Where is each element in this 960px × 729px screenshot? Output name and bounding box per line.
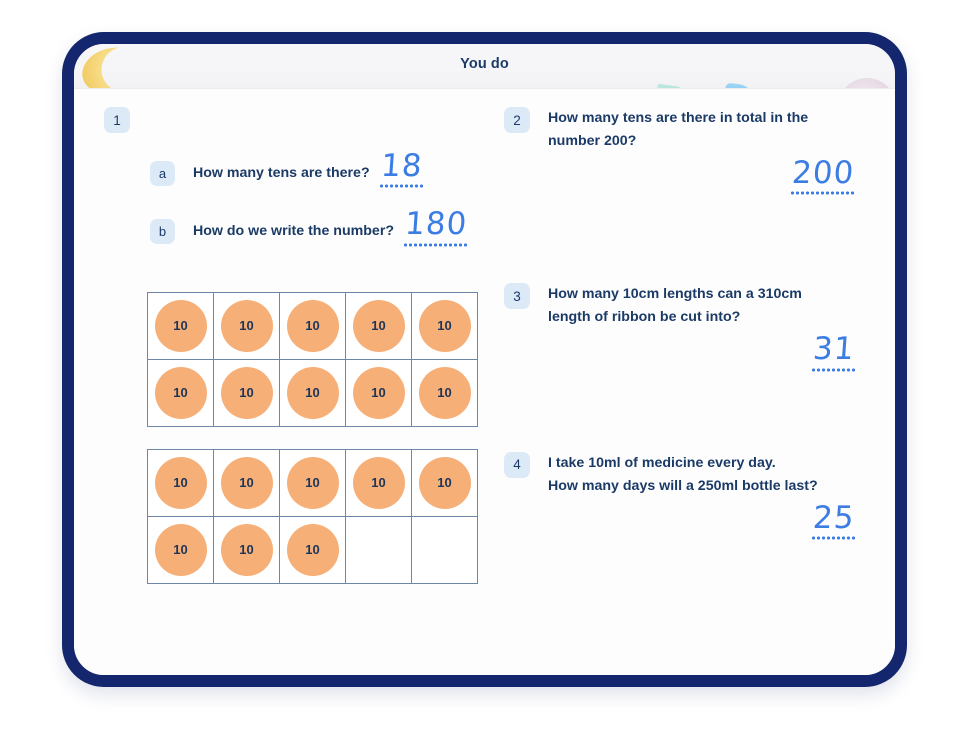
question-number-badge-2: 2 <box>504 107 530 133</box>
question-1b: b How do we write the number? 180 <box>150 206 524 249</box>
question-1b-text: How do we write the number? <box>193 223 395 240</box>
ten-counter: 10 <box>418 366 471 419</box>
question-2: 2 How many tens are there in total in th… <box>504 107 894 196</box>
ten-frame-cell-filled: 10 <box>345 358 412 427</box>
ten-frame-cell-empty <box>411 515 478 584</box>
ten-frame-cell-filled: 10 <box>147 358 214 427</box>
question-number-badge-4: 4 <box>504 451 530 478</box>
answer-1a-value: 18 <box>379 148 424 184</box>
ten-frame-cell-filled: 10 <box>411 448 478 517</box>
question-3-line-1: How many 10cm lengths can a 310cm <box>548 286 802 303</box>
header-band: You do <box>74 44 895 89</box>
ten-frame-cell-filled: 10 <box>279 515 346 584</box>
answer-field-3[interactable]: 31 <box>810 331 856 372</box>
ten-counter: 10 <box>154 366 207 419</box>
ten-frame-cell-filled: 10 <box>213 448 280 517</box>
ten-frame-cell-filled: 10 <box>411 291 478 360</box>
answer-field-2[interactable]: 200 <box>789 155 856 196</box>
ten-frame-cell-filled: 10 <box>147 515 214 584</box>
ten-frame-cell-filled: 10 <box>345 291 412 360</box>
question-3: 3 How many 10cm lengths can a 310cm leng… <box>504 283 894 372</box>
ten-frame-cell-filled: 10 <box>345 448 412 517</box>
ten-frame-cell-filled: 10 <box>279 448 346 517</box>
ten-frame-cell-filled: 10 <box>213 291 280 360</box>
question-4: 4 I take 10ml of medicine every day. How… <box>504 451 894 541</box>
ten-counter: 10 <box>286 366 339 419</box>
ten-counter: 10 <box>352 456 405 509</box>
answer-1b-value: 180 <box>403 206 469 243</box>
ten-frame-one: 10 10 10 10 10 10 10 10 10 10 <box>147 291 478 427</box>
answer-dotted-line <box>810 367 856 372</box>
ten-counter: 10 <box>286 523 339 576</box>
answer-dotted-line <box>789 191 856 196</box>
ten-counter: 10 <box>220 523 273 576</box>
ten-frame-row: 10 10 10 10 10 <box>147 448 478 517</box>
ten-counter: 10 <box>286 456 339 509</box>
answer-2-value: 200 <box>790 155 856 191</box>
ten-counter: 10 <box>418 299 471 352</box>
question-2-line-1: How many tens are there in total in the <box>548 110 809 126</box>
question-3-line-2: length of ribbon be cut into? <box>548 309 741 326</box>
ten-frame-cell-filled: 10 <box>279 358 346 427</box>
pink-dome-icon <box>838 78 895 88</box>
ten-counter: 10 <box>154 456 207 509</box>
ten-counter: 10 <box>154 523 207 576</box>
question-2-line-2: number 200? <box>548 133 637 149</box>
question-part-badge-a: a <box>150 160 175 186</box>
question-1a: a How many tens are there? 18 <box>150 148 524 191</box>
ten-frame-one-wrapper: 10 10 10 10 10 10 10 10 10 10 <box>104 291 524 427</box>
question-number-badge-3: 3 <box>504 283 530 310</box>
ten-counter: 10 <box>418 456 471 509</box>
ten-frame-two: 10 10 10 10 10 10 10 10 <box>147 448 478 584</box>
ten-counter: 10 <box>220 456 273 509</box>
question-4-line-2: How many days will a 250ml bottle last? <box>548 477 818 494</box>
ten-counter: 10 <box>154 299 207 352</box>
ten-frame-cell-filled: 10 <box>213 358 280 427</box>
answer-field-1a[interactable]: 18 <box>378 148 425 189</box>
ten-frame-cell-filled: 10 <box>279 291 346 360</box>
ten-frame-row: 10 10 10 10 10 <box>147 358 478 427</box>
right-column: 2 How many tens are there in total in th… <box>504 107 894 541</box>
answer-dotted-line <box>810 536 856 541</box>
tablet-frame: You do 1 a How many tens are there? 18 b… <box>62 32 907 687</box>
ten-counter: 10 <box>220 366 273 419</box>
ten-counter: 10 <box>286 299 339 352</box>
ten-frame-cell-empty <box>345 515 412 584</box>
answer-dotted-line <box>378 184 425 189</box>
ten-frame-cell-filled: 10 <box>411 358 478 427</box>
question-1a-text: How many tens are there? <box>193 164 370 181</box>
worksheet-body: 1 a How many tens are there? 18 b How do… <box>74 89 895 675</box>
question-1: 1 <box>104 107 524 133</box>
answer-field-4[interactable]: 25 <box>810 499 856 541</box>
ten-counter: 10 <box>352 299 405 352</box>
page-title: You do <box>460 56 509 72</box>
ten-frame-two-wrapper: 10 10 10 10 10 10 10 10 <box>104 448 524 584</box>
question-4-line-1: I take 10ml of medicine every day. <box>548 454 776 471</box>
answer-3-value: 31 <box>811 331 856 368</box>
question-part-badge-b: b <box>150 219 175 245</box>
ten-frame-cell-filled: 10 <box>147 448 214 517</box>
question-number-badge-1: 1 <box>104 107 130 133</box>
ten-frame-cell-filled: 10 <box>213 515 280 584</box>
ten-frame-cell-filled: 10 <box>147 291 214 360</box>
answer-dotted-line <box>403 242 470 247</box>
ten-frame-row: 10 10 10 10 10 <box>147 291 478 360</box>
ten-counter: 10 <box>352 366 405 419</box>
left-column: 1 a How many tens are there? 18 b How do… <box>104 107 524 584</box>
ten-frame-row: 10 10 10 <box>147 515 478 584</box>
answer-4-value: 25 <box>811 499 856 536</box>
ten-counter: 10 <box>220 299 273 352</box>
answer-field-1b[interactable]: 180 <box>403 206 470 247</box>
